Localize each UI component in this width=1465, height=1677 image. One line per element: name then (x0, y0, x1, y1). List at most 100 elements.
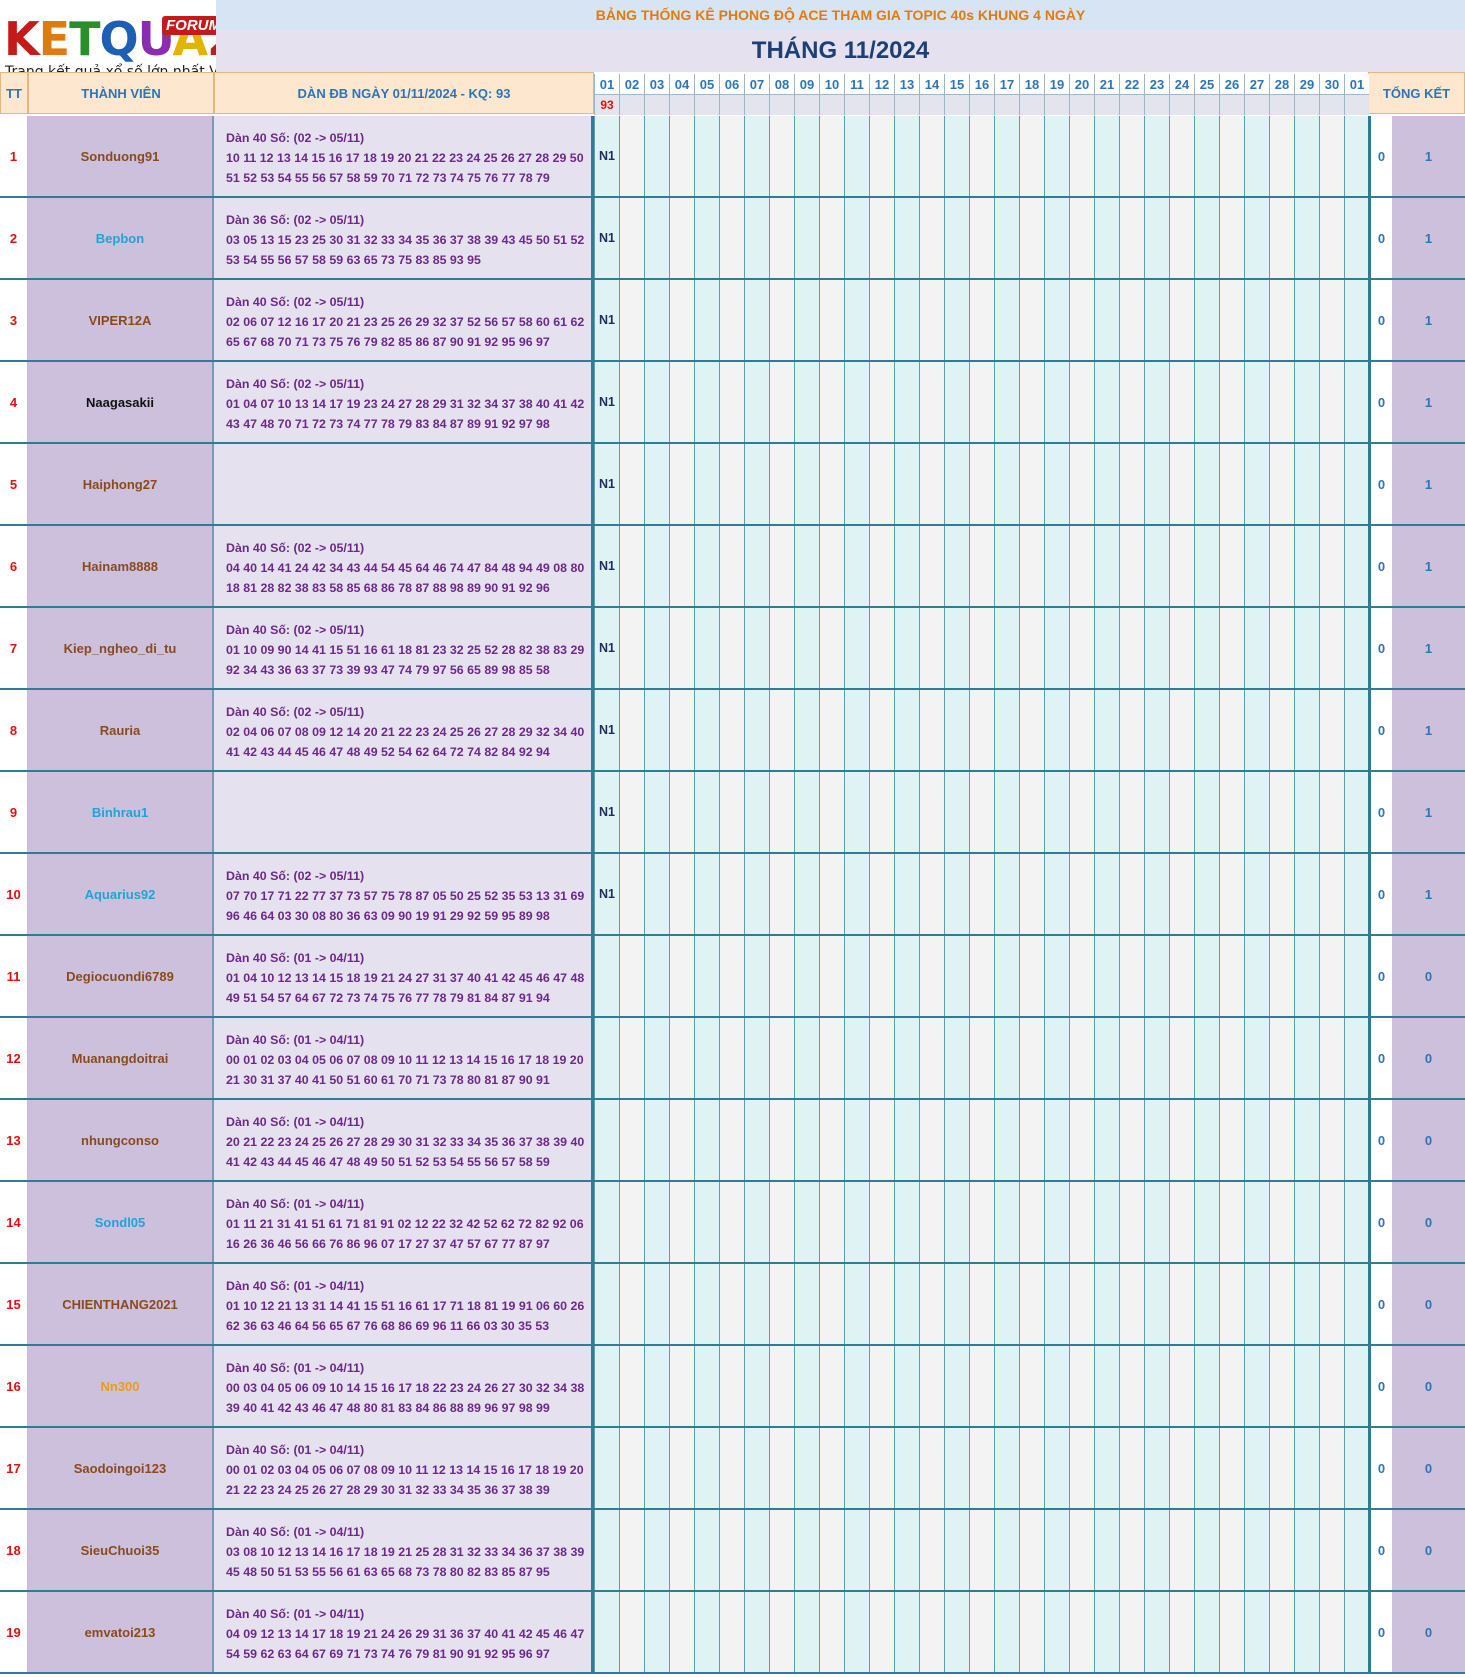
member-name[interactable]: Sonduong91 (28, 116, 214, 196)
number-set-line-2: 16 26 36 46 56 66 76 86 96 07 17 27 37 4… (226, 1237, 550, 1251)
member-name[interactable]: Binhrau1 (28, 772, 214, 852)
member-name[interactable]: nhungconso (28, 1100, 214, 1180)
member-name[interactable]: Haiphong27 (28, 444, 214, 524)
day-cell (1319, 608, 1344, 688)
day-column-header: 01 (1344, 74, 1369, 115)
day-cell (1144, 1592, 1169, 1672)
day-cell (969, 362, 994, 442)
forum-logo[interactable]: KETQUA2 FORUM Trang kết quả xổ số lớn nh… (0, 0, 216, 82)
day-cells: N1 (594, 526, 1369, 606)
table-row: 7 Kiep_ngheo_di_tu Dàn 40 Số: (02 -> 05/11… (0, 608, 1465, 690)
day-cell (594, 1182, 619, 1262)
day-cell (1344, 1510, 1369, 1590)
total-hits: 0 (1368, 608, 1392, 688)
day-number: 06 (719, 74, 744, 94)
day-number: 09 (794, 74, 819, 94)
day-number: 05 (694, 74, 719, 94)
row-index: 5 (0, 444, 28, 524)
number-set-line-1: 07 70 17 71 22 77 37 73 57 75 78 87 05 5… (226, 889, 585, 903)
day-cell (694, 116, 719, 196)
day-result (719, 94, 744, 115)
day-cell (819, 198, 844, 278)
member-name[interactable]: Saodoingoi123 (28, 1428, 214, 1508)
day-cell (1019, 608, 1044, 688)
member-name[interactable]: Naagasakii (28, 362, 214, 442)
member-name[interactable]: VIPER12A (28, 280, 214, 360)
number-set-line-2: 41 42 43 44 45 46 47 48 49 50 51 52 53 5… (226, 1155, 550, 1169)
day-mark (595, 1428, 619, 1508)
member-name[interactable]: SieuChuoi35 (28, 1510, 214, 1590)
day-result (619, 94, 644, 115)
day-cell (1194, 936, 1219, 1016)
day-cell (844, 854, 869, 934)
member-name[interactable]: Sondl05 (28, 1182, 214, 1262)
day-cell (1169, 280, 1194, 360)
day-number: 27 (1244, 74, 1269, 94)
day-cell (1219, 608, 1244, 688)
day-cell (1344, 1264, 1369, 1344)
day-mark: N1 (599, 641, 615, 655)
table-row: 14 Sondl05 Dàn 40 Số: (01 -> 04/11) 01 11 2… (0, 1182, 1465, 1264)
total-days: 1 (1392, 772, 1465, 852)
day-cell (1019, 1346, 1044, 1426)
day-cell (1294, 1510, 1319, 1590)
day-column-header: 10 (819, 74, 844, 115)
member-name[interactable]: Hainam8888 (28, 526, 214, 606)
day-cell (1269, 1182, 1294, 1262)
day-cell (869, 936, 894, 1016)
number-set: Dàn 40 Số: (02 -> 05/11) 02 06 07 12 16 1… (214, 280, 594, 360)
day-cell (1044, 1100, 1069, 1180)
day-cell (994, 1510, 1019, 1590)
total-days: 1 (1392, 444, 1465, 524)
day-column-header: 08 (769, 74, 794, 115)
table-row: 15 CHIENTHANG2021 Dàn 40 Số: (01 -> 04/11)… (0, 1264, 1465, 1346)
day-cell (994, 362, 1019, 442)
day-cell (1169, 1182, 1194, 1262)
day-cell (944, 280, 969, 360)
number-set-line-1: 01 10 09 90 14 41 15 51 16 61 18 81 23 3… (226, 643, 585, 657)
day-result (1219, 94, 1244, 115)
day-cell (1294, 198, 1319, 278)
member-name[interactable]: CHIENTHANG2021 (28, 1264, 214, 1344)
row-index: 10 (0, 854, 28, 934)
day-cell (844, 690, 869, 770)
day-cell (744, 690, 769, 770)
member-name[interactable]: Rauria (28, 690, 214, 770)
table-row: 1 Sonduong91 Dàn 40 Số: (02 -> 05/11) 10 11… (0, 116, 1465, 198)
day-cells (594, 1018, 1369, 1098)
day-cell (769, 1100, 794, 1180)
member-name[interactable]: Aquarius92 (28, 854, 214, 934)
day-cell (1119, 854, 1144, 934)
member-name[interactable]: Kiep_ngheo_di_tu (28, 608, 214, 688)
day-cell (1194, 526, 1219, 606)
day-result (1019, 94, 1044, 115)
day-cell (719, 1100, 744, 1180)
member-name[interactable]: Muanangdoitrai (28, 1018, 214, 1098)
day-cell (894, 608, 919, 688)
day-cell (1119, 1100, 1144, 1180)
day-cell (944, 690, 969, 770)
day-cell (1019, 116, 1044, 196)
member-name[interactable]: Nn300 (28, 1346, 214, 1426)
day-cell (1069, 608, 1094, 688)
day-cell (969, 526, 994, 606)
day-cell (644, 690, 669, 770)
member-name[interactable]: Degiocuondi6789 (28, 936, 214, 1016)
number-set-title: Dàn 40 Số: (01 -> 04/11) (226, 1279, 365, 1293)
day-result (1294, 94, 1319, 115)
day-cell (919, 1018, 944, 1098)
member-name[interactable]: Bepbon (28, 198, 214, 278)
day-result (969, 94, 994, 115)
day-result (1269, 94, 1294, 115)
day-cell (1019, 936, 1044, 1016)
day-cell (969, 608, 994, 688)
total-days: 0 (1392, 936, 1465, 1016)
day-cell (1169, 1428, 1194, 1508)
day-cell (944, 362, 969, 442)
day-cell (1094, 1428, 1119, 1508)
day-cell (919, 772, 944, 852)
member-name[interactable]: emvatoi213 (28, 1592, 214, 1672)
day-cell (844, 280, 869, 360)
number-set: Dàn 40 Số: (02 -> 05/11) 04 40 14 41 24 4… (214, 526, 594, 606)
day-cell (1144, 854, 1169, 934)
